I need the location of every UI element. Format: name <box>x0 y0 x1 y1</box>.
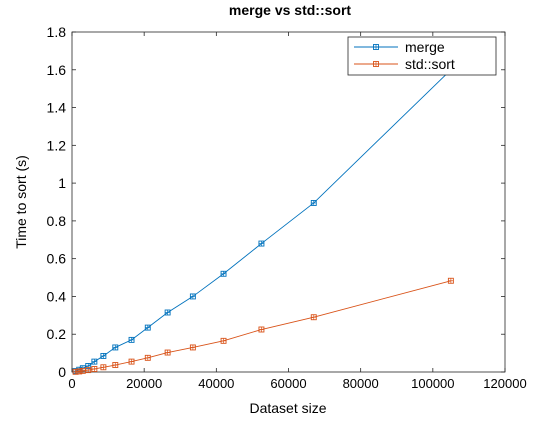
data-point-std-sort <box>310 314 317 321</box>
data-point-merge <box>220 270 227 277</box>
data-point-merge <box>144 324 151 331</box>
y-tick-label: 1.2 <box>47 137 67 153</box>
y-tick-label: 0.8 <box>47 213 67 229</box>
data-point-merge <box>100 352 107 359</box>
y-tick-label: 0.4 <box>47 288 67 304</box>
x-tick-label: 100000 <box>411 376 454 391</box>
data-point-std-sort <box>258 326 265 333</box>
data-point-std-sort <box>72 368 79 375</box>
data-point-merge <box>112 344 119 351</box>
data-point-std-sort <box>189 344 196 351</box>
x-tick-label: 0 <box>68 376 75 391</box>
y-tick-label: 1.6 <box>47 62 67 78</box>
data-point-merge <box>164 309 171 316</box>
x-axis-label: Dataset size <box>249 400 326 416</box>
data-point-std-sort <box>447 277 454 284</box>
y-tick-label: 1 <box>58 175 66 191</box>
data-point-std-sort <box>100 364 107 371</box>
x-tick-label: 40000 <box>198 376 234 391</box>
y-tick-label: 0.2 <box>47 326 67 342</box>
chart-title: merge vs std::sort <box>229 2 351 18</box>
x-tick-label: 60000 <box>270 376 306 391</box>
data-point-merge <box>128 336 135 343</box>
data-point-std-sort <box>144 354 151 361</box>
legend-label-merge: merge <box>405 39 445 55</box>
plot-layer: 0 20000 40000 60000 80000 100000 120000 0 0.2 0.4… <box>47 24 527 391</box>
legend-box <box>347 36 497 76</box>
legend-item-std-sort: std::sort <box>354 56 455 72</box>
x-tick-label: 80000 <box>343 376 379 391</box>
data-point-std-sort <box>85 367 92 374</box>
data-point-std-sort <box>91 366 98 372</box>
y-tick-label: 1.8 <box>47 24 67 40</box>
legend-label-std-sort: std::sort <box>405 56 455 72</box>
x-tick-label: 20000 <box>126 376 162 391</box>
y-tick-label: 1.4 <box>47 100 67 116</box>
data-point-merge <box>310 199 317 206</box>
y-tick-label: 0.6 <box>47 251 67 267</box>
data-point-std-sort <box>76 368 83 375</box>
data-point-std-sort <box>128 358 135 365</box>
data-point-std-sort <box>164 349 171 356</box>
y-tick-label: 0 <box>58 364 66 380</box>
y-axis-label: Time to sort (s) <box>13 155 29 249</box>
data-point-std-sort <box>112 362 119 368</box>
data-point-merge <box>258 240 265 247</box>
data-point-merge <box>91 358 98 365</box>
plot-area-box <box>71 31 506 373</box>
legend-item-merge: merge <box>354 39 445 55</box>
data-point-std-sort <box>220 337 227 344</box>
data-point-merge <box>189 293 196 300</box>
x-tick-label: 120000 <box>483 376 526 391</box>
